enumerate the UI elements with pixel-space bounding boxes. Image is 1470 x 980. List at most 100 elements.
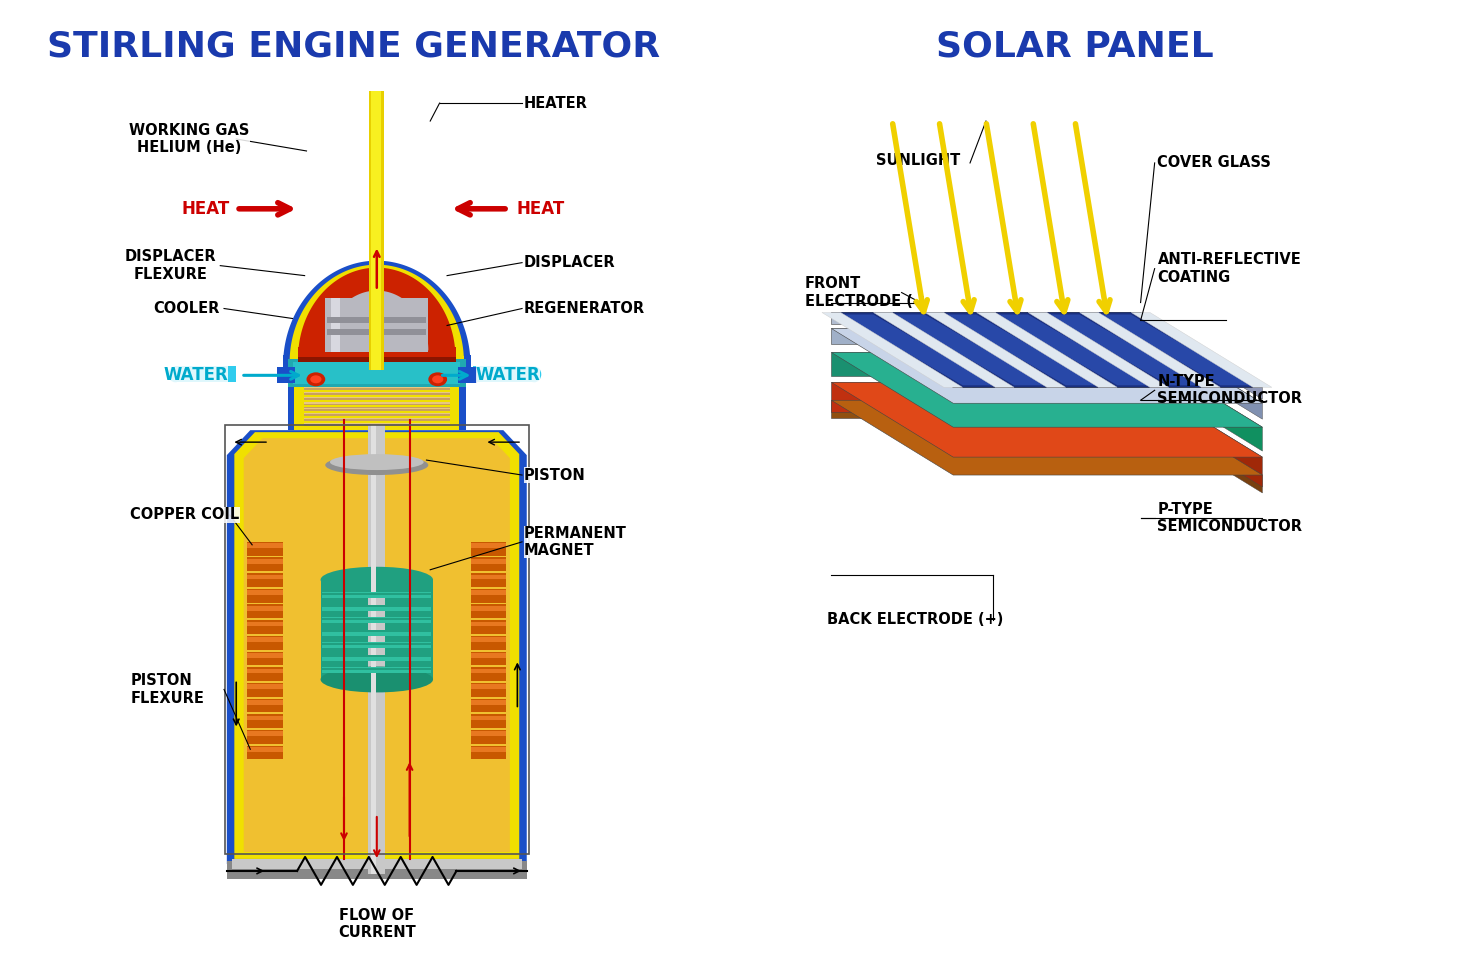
Bar bbox=[304, 417, 450, 421]
Bar bbox=[247, 746, 284, 760]
Text: SOLAR PANEL: SOLAR PANEL bbox=[936, 29, 1214, 64]
Polygon shape bbox=[1141, 353, 1263, 451]
Text: FRONT
ELECTRODE (-): FRONT ELECTRODE (-) bbox=[806, 276, 926, 309]
Bar bbox=[304, 408, 450, 409]
Polygon shape bbox=[1079, 313, 1220, 387]
Bar bbox=[304, 381, 450, 383]
Bar bbox=[470, 637, 506, 642]
Polygon shape bbox=[1141, 313, 1263, 399]
Polygon shape bbox=[832, 400, 1263, 475]
Ellipse shape bbox=[320, 666, 434, 693]
Bar bbox=[247, 668, 284, 673]
Bar bbox=[304, 397, 450, 399]
Bar bbox=[304, 413, 450, 416]
Bar bbox=[322, 643, 431, 645]
Bar bbox=[322, 592, 431, 598]
Bar bbox=[247, 620, 284, 634]
Bar bbox=[470, 746, 506, 760]
Bar bbox=[470, 573, 506, 587]
Polygon shape bbox=[832, 328, 1263, 403]
Polygon shape bbox=[1141, 382, 1263, 487]
Polygon shape bbox=[1141, 400, 1263, 493]
Bar bbox=[276, 368, 295, 383]
Bar bbox=[304, 418, 450, 419]
Bar bbox=[304, 408, 450, 411]
Polygon shape bbox=[290, 265, 465, 363]
Bar bbox=[226, 861, 526, 879]
Bar bbox=[247, 606, 284, 611]
Text: BACK ELECTRODE (+): BACK ELECTRODE (+) bbox=[826, 612, 1003, 627]
Text: STIRLING ENGINE GENERATOR: STIRLING ENGINE GENERATOR bbox=[47, 29, 660, 64]
Bar bbox=[322, 617, 431, 619]
Text: COVER GLASS: COVER GLASS bbox=[1157, 156, 1272, 171]
Bar bbox=[322, 593, 431, 595]
Bar bbox=[320, 580, 434, 679]
Bar bbox=[470, 668, 506, 673]
Text: DISPLACER
FLEXURE: DISPLACER FLEXURE bbox=[125, 250, 216, 282]
Bar bbox=[322, 617, 431, 623]
Polygon shape bbox=[244, 438, 510, 852]
Bar bbox=[470, 543, 506, 548]
Bar bbox=[322, 606, 431, 608]
Bar bbox=[247, 699, 284, 712]
Bar bbox=[247, 543, 284, 548]
Text: ANTI-REFLECTIVE
COATING: ANTI-REFLECTIVE COATING bbox=[1157, 253, 1301, 285]
Bar bbox=[470, 747, 506, 752]
Bar bbox=[247, 559, 284, 563]
Polygon shape bbox=[832, 353, 1263, 427]
Bar bbox=[322, 630, 431, 632]
Bar bbox=[470, 636, 506, 650]
Bar bbox=[470, 606, 506, 611]
Bar bbox=[247, 667, 284, 681]
Bar bbox=[473, 367, 534, 382]
Ellipse shape bbox=[307, 372, 325, 386]
Polygon shape bbox=[1141, 328, 1263, 419]
Bar bbox=[470, 574, 506, 579]
Bar bbox=[298, 358, 456, 368]
Text: PERMANENT
MAGNET: PERMANENT MAGNET bbox=[523, 525, 626, 558]
Bar bbox=[470, 699, 506, 712]
Bar bbox=[247, 747, 284, 752]
Bar bbox=[470, 620, 506, 634]
Text: DISPLACER: DISPLACER bbox=[523, 255, 616, 270]
Bar bbox=[459, 368, 478, 383]
Polygon shape bbox=[995, 315, 1150, 385]
Text: SUNLIGHT: SUNLIGHT bbox=[876, 154, 960, 169]
Polygon shape bbox=[832, 313, 1263, 387]
Polygon shape bbox=[841, 315, 995, 385]
Bar bbox=[304, 381, 450, 385]
Bar bbox=[370, 425, 376, 874]
Text: HEAT: HEAT bbox=[516, 200, 564, 218]
Bar bbox=[247, 714, 284, 728]
Bar bbox=[247, 573, 284, 587]
Bar bbox=[470, 683, 506, 697]
Bar bbox=[247, 684, 284, 689]
Bar bbox=[247, 700, 284, 705]
Bar bbox=[290, 357, 465, 368]
Bar bbox=[247, 590, 284, 595]
Polygon shape bbox=[1097, 313, 1255, 387]
Bar bbox=[322, 655, 431, 661]
Bar bbox=[322, 656, 431, 658]
Ellipse shape bbox=[428, 372, 447, 386]
Bar bbox=[304, 402, 450, 406]
Polygon shape bbox=[942, 313, 1100, 387]
Ellipse shape bbox=[432, 375, 444, 383]
Bar bbox=[247, 542, 284, 556]
Text: FLOW OF
CURRENT: FLOW OF CURRENT bbox=[338, 907, 416, 940]
Bar bbox=[247, 621, 284, 626]
Text: REGENERATOR: REGENERATOR bbox=[523, 301, 645, 316]
Polygon shape bbox=[1028, 313, 1169, 387]
Text: WATER: WATER bbox=[163, 367, 228, 384]
Bar bbox=[470, 621, 506, 626]
Bar bbox=[247, 730, 284, 744]
Bar bbox=[294, 375, 459, 430]
Polygon shape bbox=[832, 328, 1141, 344]
Bar bbox=[304, 386, 450, 390]
Bar bbox=[247, 652, 284, 665]
Text: PISTON
FLEXURE: PISTON FLEXURE bbox=[131, 673, 204, 706]
Bar bbox=[470, 730, 506, 744]
Polygon shape bbox=[944, 315, 1098, 385]
Polygon shape bbox=[298, 268, 456, 359]
Text: COOLER: COOLER bbox=[153, 301, 219, 316]
